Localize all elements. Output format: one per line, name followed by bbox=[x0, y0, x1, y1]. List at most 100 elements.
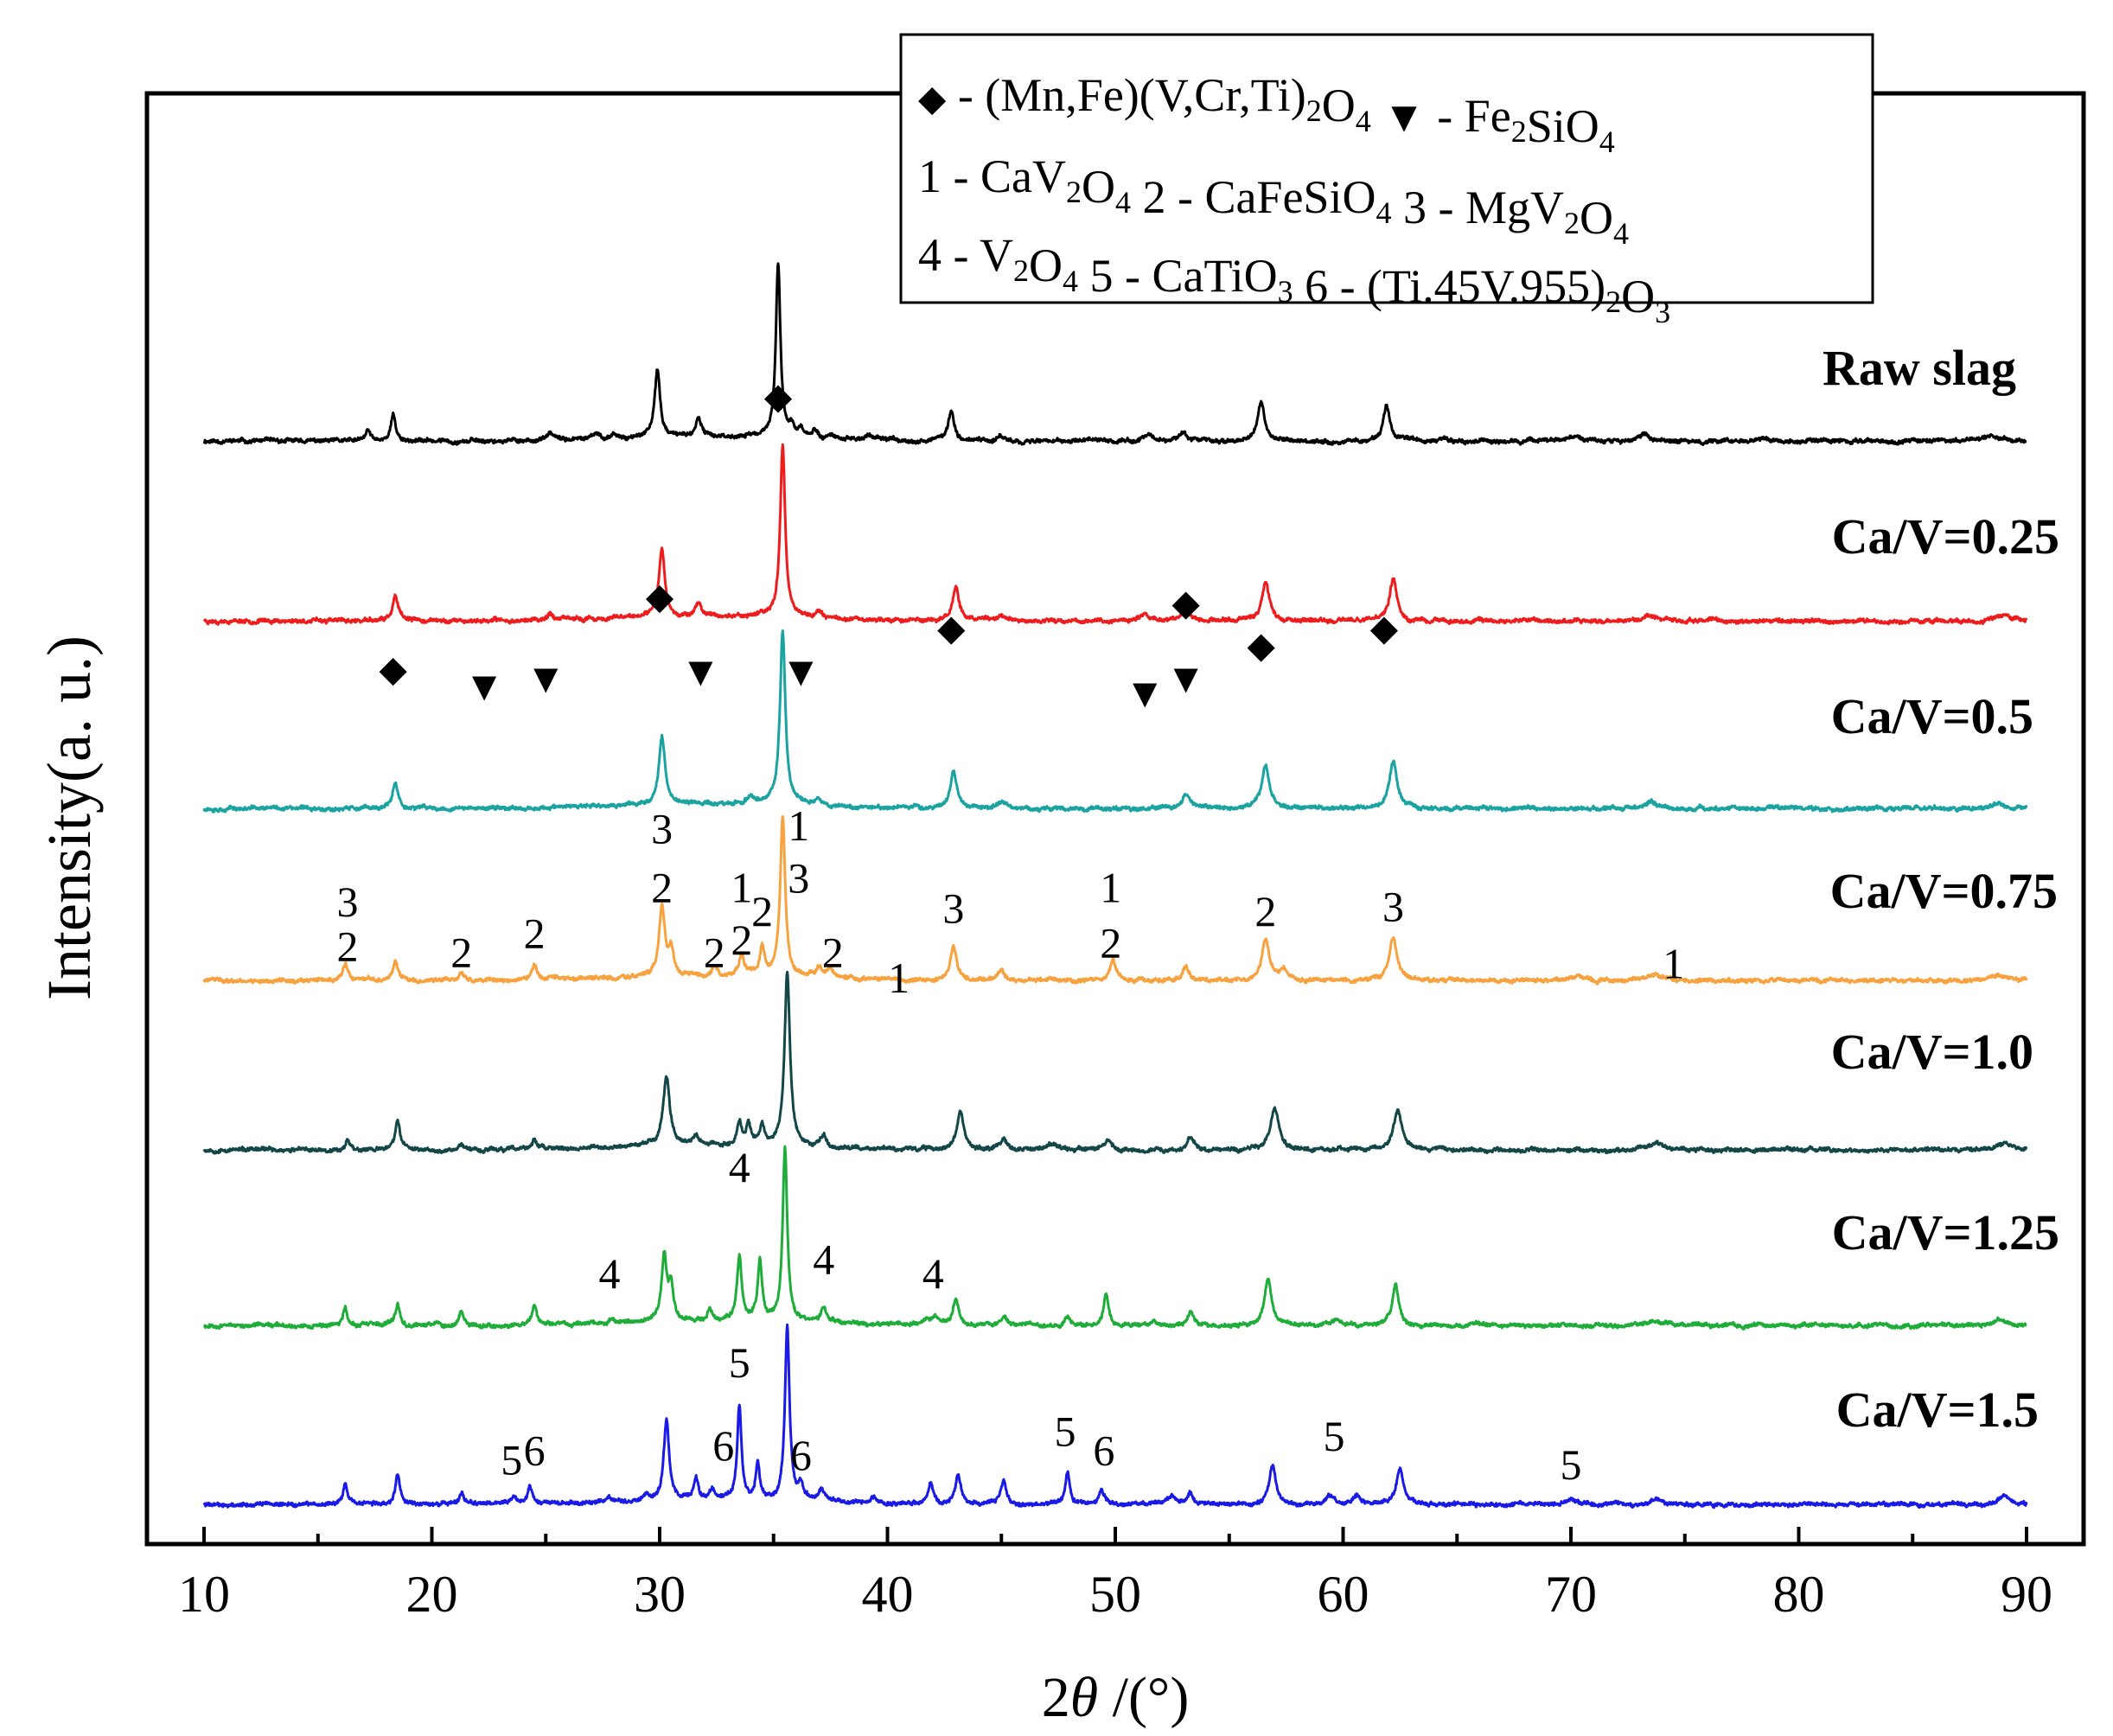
x-axis-label-suffix: /(°) bbox=[1098, 1666, 1189, 1729]
peak-label: 2 bbox=[731, 916, 752, 964]
spinel-marker: ◆ bbox=[1172, 584, 1201, 623]
legend-text: - (Mn,Fe)(V,Cr,Ti) bbox=[946, 69, 1305, 121]
legend-text: 6 - (Ti.45V.955) bbox=[1293, 260, 1606, 312]
peak-label: 5 bbox=[1561, 1440, 1582, 1489]
peak-label: 4 bbox=[813, 1235, 834, 1284]
peak-label: 1 bbox=[1100, 864, 1121, 912]
legend-line: 1 - CaV2O4 2 - CaFeSiO4 3 - MgV2O4 bbox=[918, 150, 1629, 251]
legend-diamond-icon: ◆ bbox=[918, 80, 947, 119]
series-layer bbox=[202, 262, 2028, 1509]
peak-label: 3 bbox=[651, 804, 673, 852]
series-label: Ca/V=0.75 bbox=[1830, 863, 2058, 919]
peak-label: 2 bbox=[1254, 887, 1276, 935]
peak-label: 6 bbox=[1093, 1426, 1114, 1475]
fayalite-marker: ▼ bbox=[1165, 656, 1207, 702]
series-line bbox=[203, 1145, 2027, 1331]
legend-text: 5 - CaTiO bbox=[1078, 250, 1278, 302]
peak-label: 3 bbox=[337, 878, 359, 926]
peak-label: 4 bbox=[599, 1249, 621, 1298]
legend-triangle-icon: ▼ bbox=[1382, 93, 1426, 141]
legend-text: 3 - MgV bbox=[1391, 182, 1564, 233]
legend-text bbox=[1371, 90, 1383, 142]
legend-subscript: 4 bbox=[1376, 195, 1391, 230]
x-tick-label: 70 bbox=[1545, 1566, 1597, 1623]
fayalite-marker: ▼ bbox=[463, 664, 505, 710]
y-axis-label: Intensity(a. u.) bbox=[35, 635, 104, 1000]
legend-subscript: 4 bbox=[1613, 216, 1629, 251]
spinel-marker: ◆ bbox=[937, 609, 966, 648]
legend-subscript: 2 bbox=[1066, 175, 1082, 209]
legend-subscript: 3 bbox=[1655, 295, 1670, 329]
peak-label: 4 bbox=[729, 1143, 750, 1191]
spinel-marker: ◆ bbox=[646, 578, 674, 617]
peak-label: 1 bbox=[1663, 940, 1684, 988]
peak-label: 6 bbox=[524, 1426, 546, 1475]
x-tick-label: 10 bbox=[178, 1566, 230, 1623]
legend-text: 2 - CaFeSiO bbox=[1131, 171, 1376, 223]
x-tick-label: 40 bbox=[862, 1566, 914, 1623]
series-label: Ca/V=1.25 bbox=[1832, 1204, 2059, 1261]
fayalite-marker: ▼ bbox=[1124, 671, 1165, 717]
legend-box bbox=[899, 33, 1874, 304]
legend-subscript: 2 bbox=[1013, 253, 1029, 288]
peak-label: 2 bbox=[751, 887, 773, 935]
marker-layer: ◆ ▼ ▼◆▼◆▼◆▼◆▼◆ ◆ bbox=[380, 378, 1399, 717]
legend-subscript: 2 bbox=[1564, 206, 1580, 240]
peak-label: 2 bbox=[450, 928, 472, 976]
peak-label: 6 bbox=[712, 1421, 734, 1470]
peak-label: 5 bbox=[501, 1436, 522, 1484]
peak-label: 5 bbox=[1323, 1412, 1344, 1460]
x-tick-label: 20 bbox=[406, 1566, 458, 1623]
peak-label: 2 bbox=[822, 928, 844, 976]
series-label: Ca/V=1.0 bbox=[1831, 1024, 2033, 1080]
series-label: Ca/V=0.25 bbox=[1832, 508, 2059, 565]
series-label: Ca/V=0.5 bbox=[1831, 688, 2033, 744]
series-label: Raw slag bbox=[1823, 340, 2016, 396]
legend-text: 1 - CaV bbox=[918, 150, 1066, 202]
legend-subscript: 4 bbox=[1063, 264, 1078, 298]
legend-text: O bbox=[1029, 239, 1063, 291]
series-line bbox=[202, 970, 2028, 1155]
x-axis-label-theta: θ bbox=[1070, 1666, 1098, 1729]
sample-label-layer: Raw slag Ca/V=0.25 Ca/V=0.5 Ca/V=0.75 Ca/V=1… bbox=[1823, 340, 2059, 1438]
legend-text: 4 - V bbox=[918, 229, 1013, 281]
peak-label: 2 bbox=[1100, 918, 1121, 967]
fayalite-marker: ▼ bbox=[680, 649, 722, 695]
x-axis-ticks: 10 20 30 40 50 60 70 80 90 bbox=[178, 1527, 2052, 1623]
legend-subscript: 2 bbox=[1306, 93, 1322, 128]
series-line bbox=[202, 629, 2028, 814]
peak-label: 4 bbox=[922, 1249, 944, 1298]
x-tick-label: 50 bbox=[1089, 1566, 1141, 1623]
peak-label: 3 bbox=[942, 884, 964, 933]
x-tick-label: 30 bbox=[634, 1566, 686, 1623]
legend-subscript: 2 bbox=[1605, 284, 1621, 319]
fayalite-marker: ▼ bbox=[781, 649, 822, 695]
legend-subscript: 4 bbox=[1599, 124, 1615, 159]
x-tick-label: 60 bbox=[1318, 1566, 1369, 1623]
x-axis-label: 2θ /(°) bbox=[1042, 1666, 1190, 1729]
spinel-marker: ◆ bbox=[764, 378, 793, 418]
peak-label: 1 bbox=[788, 801, 809, 850]
legend-line: 4 - V2O4 5 - CaTiO3 6 - (Ti.45V.955)2O3 bbox=[918, 229, 1670, 329]
series-line bbox=[202, 262, 2027, 446]
spinel-marker: ◆ bbox=[1247, 627, 1275, 667]
legend-text: - Fe bbox=[1426, 90, 1511, 142]
legend-text: SiO bbox=[1527, 100, 1599, 152]
legend-text: O bbox=[1580, 192, 1613, 244]
peak-label: 1 bbox=[888, 954, 910, 1002]
legend-subscript: 3 bbox=[1278, 274, 1293, 309]
peak-label: 2 bbox=[704, 928, 725, 976]
x-axis-label-prefix: 2 bbox=[1042, 1666, 1070, 1729]
fayalite-marker: ▼ bbox=[525, 656, 566, 702]
peak-label: 5 bbox=[1055, 1407, 1076, 1456]
series-label: Ca/V=1.5 bbox=[1836, 1382, 2039, 1438]
peak-label: 6 bbox=[790, 1431, 812, 1479]
legend-text: O bbox=[1621, 271, 1655, 322]
legend-subscript: 4 bbox=[1356, 104, 1371, 138]
peak-label: 2 bbox=[651, 864, 673, 912]
x-tick-label: 90 bbox=[2001, 1566, 2052, 1623]
